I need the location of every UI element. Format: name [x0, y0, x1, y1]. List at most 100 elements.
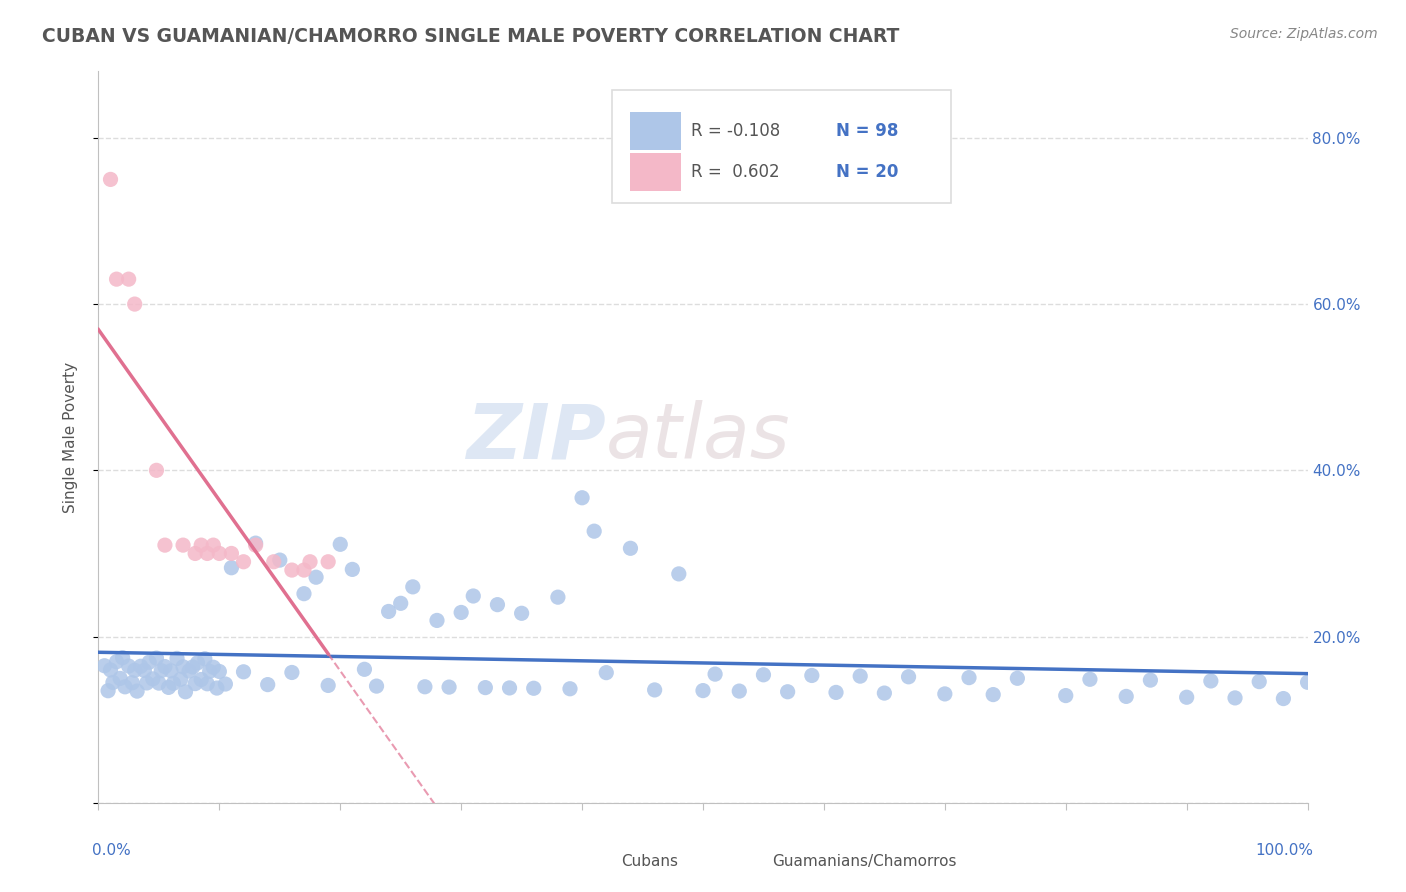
Point [195, 677, 218, 691]
Point [190, 538, 212, 552]
Point [121, 675, 143, 690]
Point [426, 614, 449, 628]
Point [169, 672, 191, 686]
Point [873, 686, 896, 700]
Point [245, 536, 267, 550]
Point [1296, 675, 1319, 690]
Point [118, 272, 141, 286]
Point [202, 538, 225, 552]
Point [571, 491, 593, 505]
Point [100, 172, 122, 186]
Point [93, 658, 115, 673]
Point [523, 681, 546, 696]
Point [316, 678, 339, 692]
Point [825, 685, 848, 699]
Text: atlas: atlas [606, 401, 790, 474]
Point [849, 669, 872, 683]
Point [187, 656, 209, 670]
Point [704, 667, 727, 681]
Point [1199, 673, 1222, 688]
FancyBboxPatch shape [630, 112, 682, 151]
Point [316, 555, 339, 569]
Point [160, 664, 183, 678]
Point [474, 681, 496, 695]
Point [1115, 690, 1137, 704]
Point [135, 676, 157, 690]
Point [195, 546, 218, 560]
Point [221, 546, 243, 560]
Text: Source: ZipAtlas.com: Source: ZipAtlas.com [1230, 27, 1378, 41]
Point [800, 668, 823, 682]
FancyBboxPatch shape [731, 849, 762, 874]
Point [692, 683, 714, 698]
Point [1054, 689, 1077, 703]
Point [1139, 673, 1161, 687]
Point [190, 673, 212, 687]
FancyBboxPatch shape [613, 90, 950, 203]
Text: R =  0.602: R = 0.602 [690, 163, 779, 181]
Point [437, 680, 460, 694]
Text: Cubans: Cubans [621, 854, 678, 869]
Point [450, 606, 472, 620]
Text: Guamanians/Chamorros: Guamanians/Chamorros [772, 854, 956, 869]
Point [299, 555, 322, 569]
Point [583, 524, 606, 538]
Point [184, 676, 207, 690]
Text: 100.0%: 100.0% [1256, 843, 1313, 858]
FancyBboxPatch shape [579, 849, 612, 874]
Point [1272, 691, 1295, 706]
Text: R = -0.108: R = -0.108 [690, 122, 780, 140]
Point [208, 665, 231, 679]
Point [118, 659, 141, 673]
Point [353, 662, 375, 676]
Point [111, 650, 134, 665]
Text: N = 20: N = 20 [837, 163, 898, 181]
Text: ZIP: ZIP [467, 401, 606, 474]
Point [897, 670, 920, 684]
Point [172, 538, 194, 552]
Point [166, 651, 188, 665]
Point [498, 681, 520, 695]
Point [486, 598, 509, 612]
Point [934, 687, 956, 701]
Point [619, 541, 641, 556]
Point [1078, 673, 1101, 687]
Point [114, 680, 136, 694]
Point [145, 651, 167, 665]
Point [1223, 690, 1246, 705]
Point [174, 685, 197, 699]
Point [668, 566, 690, 581]
Point [292, 563, 315, 577]
Point [124, 297, 146, 311]
Point [644, 682, 666, 697]
Point [263, 555, 285, 569]
Point [256, 677, 278, 691]
Point [221, 560, 243, 574]
Text: CUBAN VS GUAMANIAN/CHAMORRO SINGLE MALE POVERTY CORRELATION CHART: CUBAN VS GUAMANIAN/CHAMORRO SINGLE MALE … [42, 27, 900, 45]
Point [463, 589, 485, 603]
Point [153, 659, 176, 673]
Point [105, 655, 128, 669]
Point [281, 665, 304, 680]
Point [127, 684, 149, 698]
Point [329, 537, 352, 551]
Point [389, 596, 412, 610]
Point [510, 607, 533, 621]
Point [101, 675, 124, 690]
Point [776, 685, 799, 699]
Point [1249, 674, 1271, 689]
Point [202, 660, 225, 674]
Point [547, 590, 569, 604]
FancyBboxPatch shape [630, 153, 682, 191]
Point [205, 681, 228, 695]
Point [198, 665, 221, 679]
Point [157, 681, 180, 695]
Text: N = 98: N = 98 [837, 122, 898, 140]
Point [1007, 671, 1029, 685]
Point [342, 562, 364, 576]
Point [179, 664, 201, 678]
Point [142, 672, 165, 686]
Point [728, 684, 751, 698]
Point [172, 660, 194, 674]
Point [100, 663, 122, 677]
